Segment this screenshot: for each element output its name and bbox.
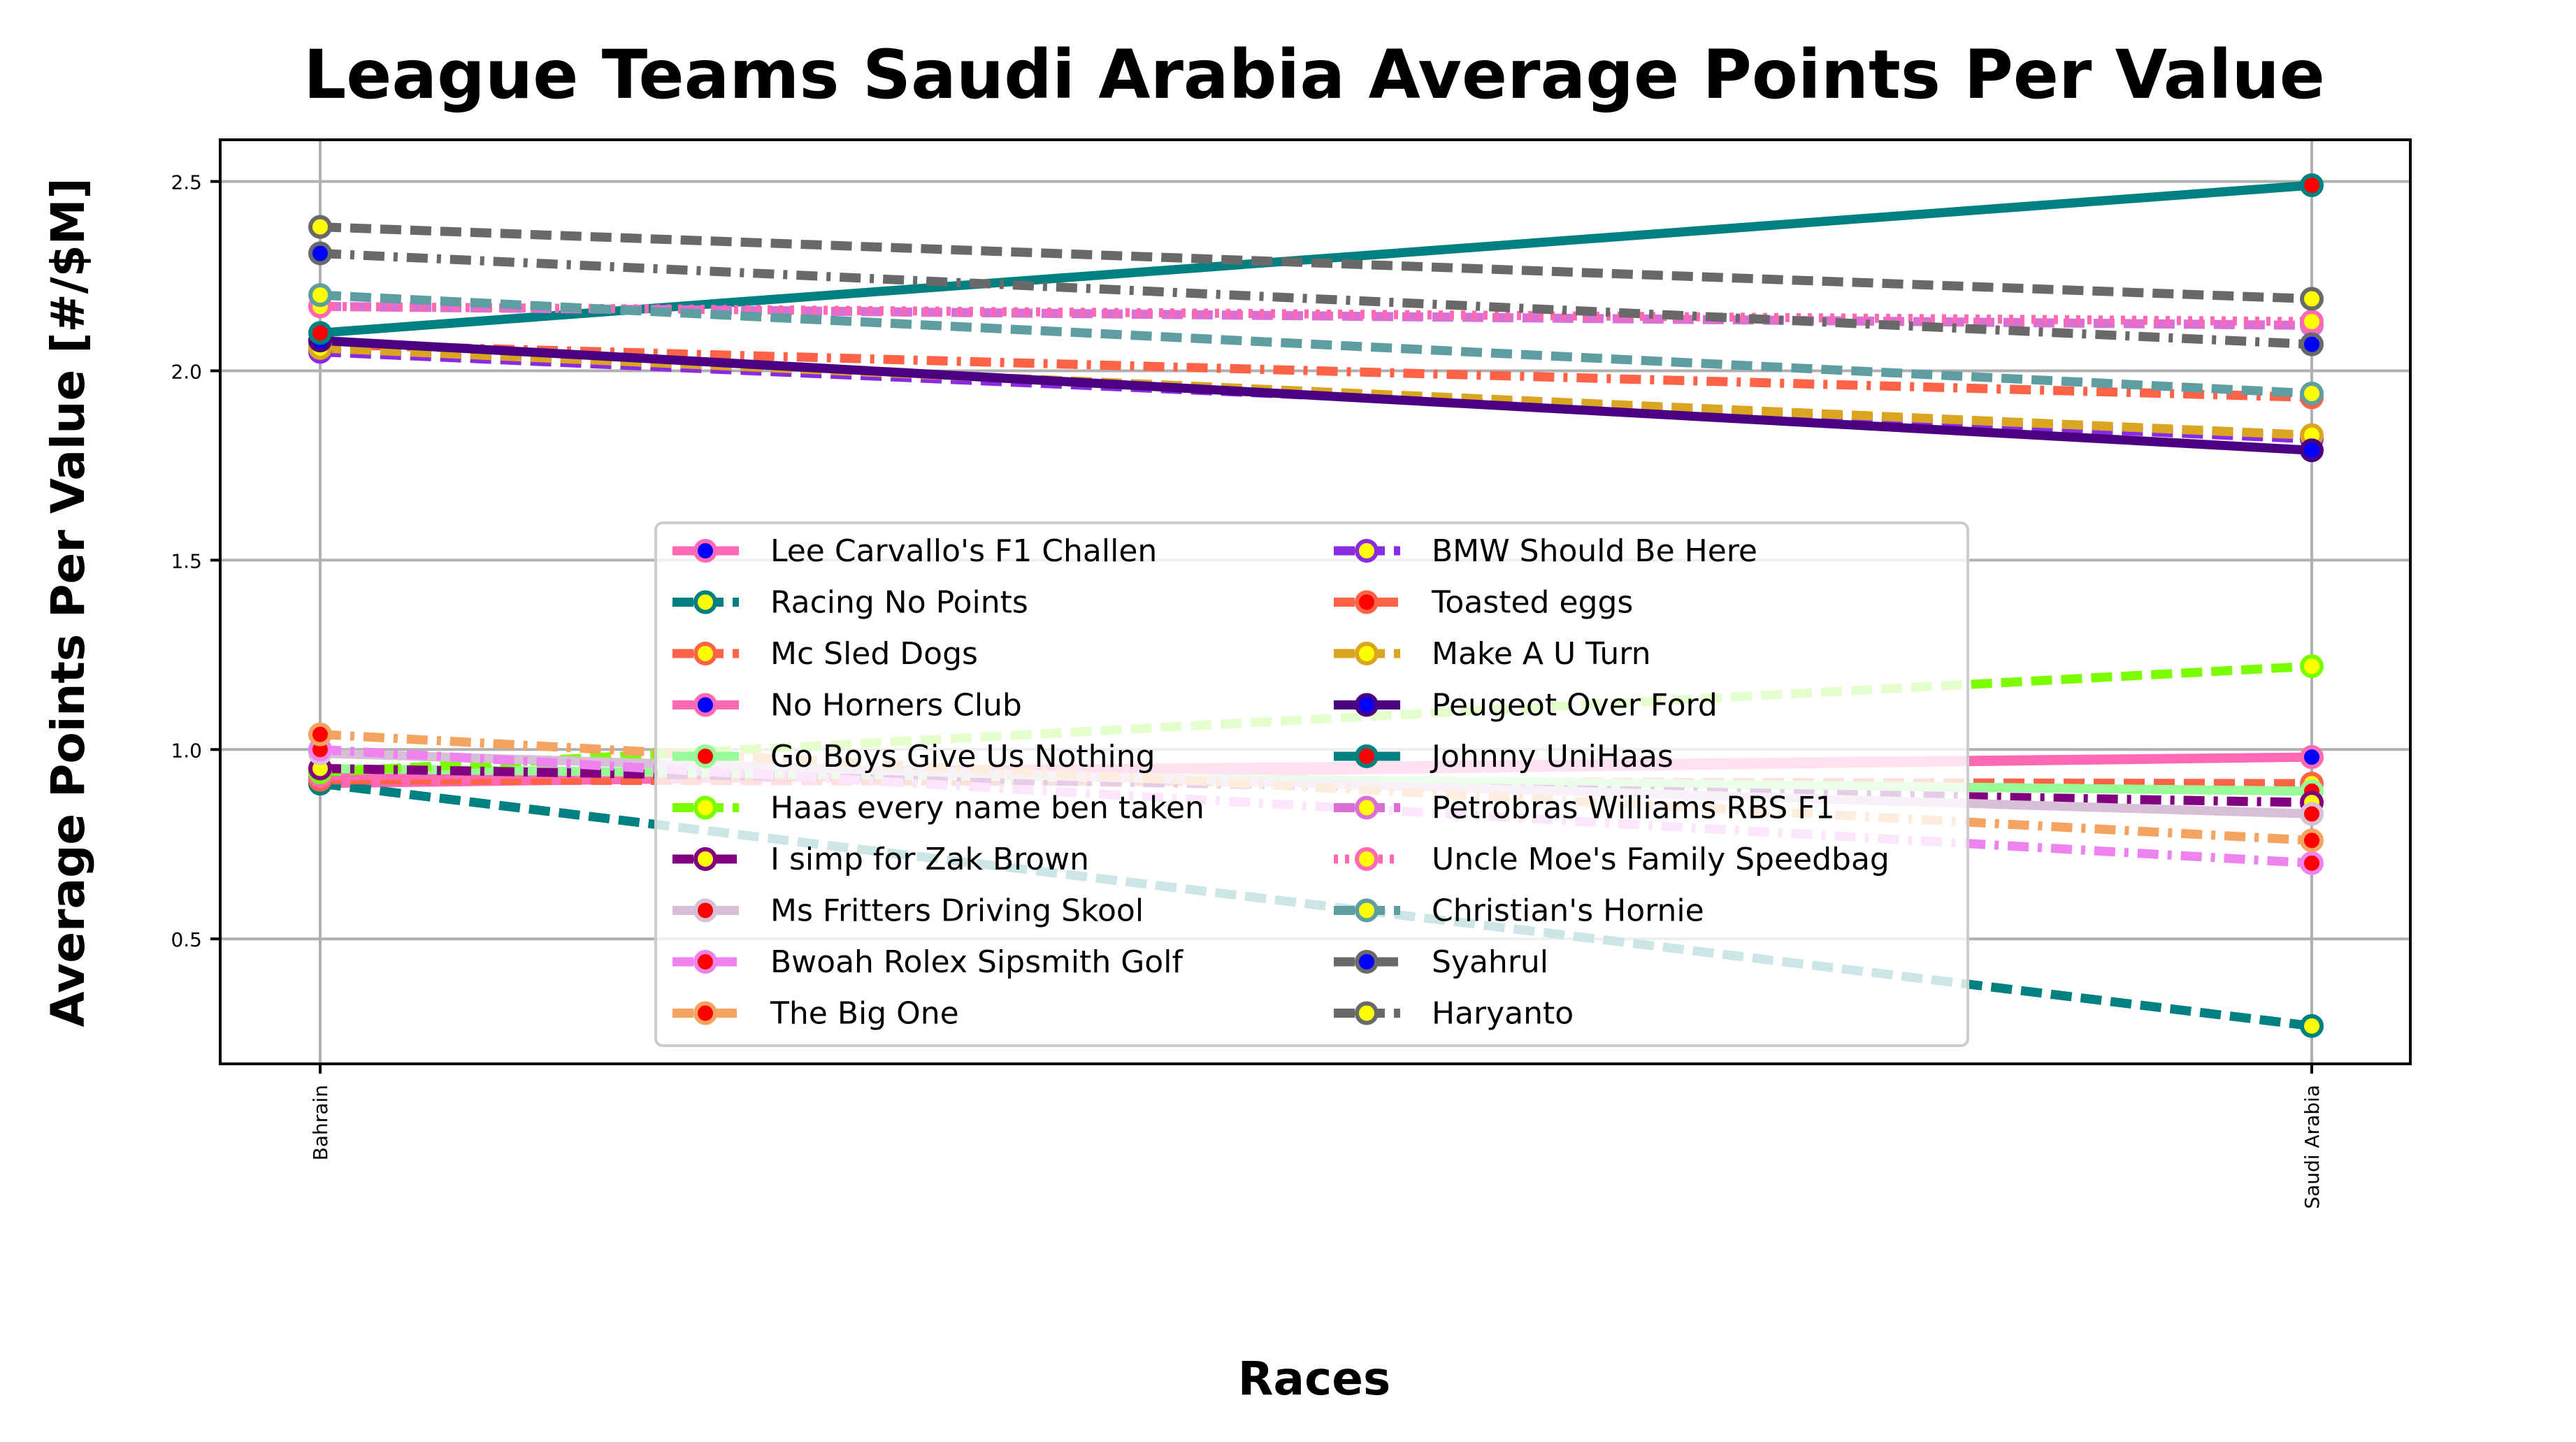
- legend-marker: [693, 744, 717, 768]
- data-point: [308, 241, 332, 266]
- legend-label: I simp for Zak Brown: [770, 842, 1089, 877]
- data-point: [308, 321, 332, 345]
- legend-marker: [693, 1001, 717, 1025]
- legend-label: Bwoah Rolex Sipsmith Golf: [770, 944, 1183, 980]
- series-line: [319, 301, 2312, 326]
- data-point: [2300, 828, 2324, 853]
- legend: Lee Carvallo's F1 Challen Racing No Point…: [654, 521, 1969, 1047]
- data-point: [308, 215, 332, 239]
- y-tick-label: 0.5: [171, 928, 202, 951]
- y-tick-label: 1.0: [171, 739, 202, 762]
- legend-marker: [1355, 898, 1379, 923]
- legend-label: The Big One: [770, 996, 959, 1032]
- x-tick-label: Saudi Arabia: [2301, 1085, 2324, 1209]
- series-line: [319, 340, 2312, 402]
- legend-marker: [693, 847, 717, 871]
- data-point: [308, 722, 332, 747]
- data-point: [2300, 382, 2324, 406]
- data-point: [308, 283, 332, 308]
- legend-label: Haryanto: [1432, 996, 1574, 1032]
- legend-marker: [693, 539, 717, 563]
- x-axis-title: Races: [1238, 1352, 1391, 1406]
- legend-marker: [1355, 539, 1379, 563]
- legend-label: Peugeot Over Ford: [1432, 688, 1718, 723]
- legend-label: Syahrul: [1432, 944, 1548, 980]
- legend-marker: [1355, 1001, 1379, 1025]
- data-point: [2300, 745, 2324, 770]
- legend-marker: [693, 590, 717, 614]
- series-line: [319, 249, 2312, 349]
- data-point: [2300, 654, 2324, 679]
- data-point: [2300, 438, 2324, 463]
- legend-marker: [693, 898, 717, 923]
- legend-marker: [1355, 795, 1379, 820]
- legend-marker: [693, 642, 717, 665]
- data-point: [2300, 173, 2324, 198]
- legend-marker: [693, 693, 717, 717]
- chart-title: League Teams Saudi Arabia Average Points…: [303, 36, 2325, 114]
- legend-label: Uncle Moe's Family Speedbag: [1432, 842, 1890, 877]
- y-tick-label: 1.5: [171, 549, 202, 572]
- legend-label: Petrobras Williams RBS F1: [1432, 791, 1835, 826]
- legend-label: BMW Should Be Here: [1432, 533, 1757, 569]
- legend-label: Haas every name ben taken: [770, 791, 1204, 826]
- legend-label: Johnny UniHaas: [1430, 739, 1674, 774]
- axes-frame: [219, 138, 2412, 1065]
- legend-label: Go Boys Give Us Nothing: [770, 739, 1156, 774]
- series-line: [319, 222, 2312, 304]
- legend-marker: [693, 795, 717, 820]
- y-tick-label: 2.0: [171, 361, 202, 384]
- data-point: [2300, 802, 2324, 826]
- series-line: [319, 336, 2312, 455]
- data-point: [2300, 1014, 2324, 1038]
- legend-marker: [1355, 693, 1379, 717]
- data-point: [2300, 851, 2324, 875]
- legend-label: Ms Fritters Driving Skool: [770, 893, 1144, 929]
- series-line: [319, 763, 2312, 807]
- legend-label: No Horners Club: [770, 688, 1022, 723]
- legend-label: Christian's Hornie: [1432, 893, 1704, 929]
- legend-marker: [1355, 590, 1379, 614]
- y-axis-title: Average Points Per Value [#/$M]: [41, 178, 95, 1027]
- data-point: [2300, 310, 2324, 334]
- x-tick-label: Bahrain: [309, 1085, 332, 1160]
- legend-marker: [1355, 642, 1379, 665]
- legend-marker: [1355, 847, 1379, 871]
- legend-marker: [693, 950, 717, 974]
- legend-label: Lee Carvallo's F1 Challen: [770, 533, 1157, 569]
- legend-marker: [1355, 744, 1379, 768]
- legend-box: [654, 521, 1969, 1047]
- legend-label: Toasted eggs: [1431, 585, 1633, 621]
- legend-label: Make A U Turn: [1432, 636, 1650, 672]
- series-line: [319, 290, 2312, 398]
- data-point: [2300, 332, 2324, 356]
- y-tick-label: 2.5: [171, 171, 202, 194]
- data-point: [2300, 287, 2324, 311]
- legend-label: Mc Sled Dogs: [770, 636, 978, 672]
- legend-label: Racing No Points: [770, 585, 1028, 621]
- legend-marker: [1355, 950, 1379, 974]
